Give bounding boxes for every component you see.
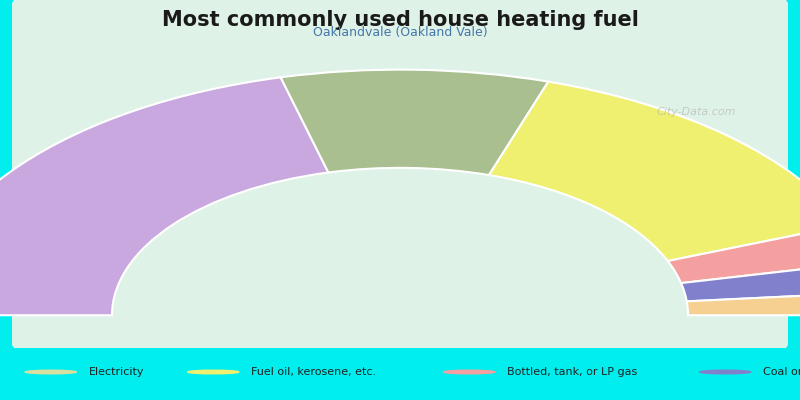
Text: Most commonly used house heating fuel: Most commonly used house heating fuel xyxy=(162,10,638,30)
FancyBboxPatch shape xyxy=(12,0,788,350)
Text: Oaklandvale (Oakland Vale): Oaklandvale (Oakland Vale) xyxy=(313,26,487,39)
Text: City-Data.com: City-Data.com xyxy=(656,107,736,117)
Wedge shape xyxy=(681,262,800,301)
Circle shape xyxy=(25,370,76,374)
Circle shape xyxy=(187,370,238,374)
Text: Coal or coke: Coal or coke xyxy=(763,367,800,377)
Wedge shape xyxy=(0,77,328,315)
Wedge shape xyxy=(489,82,800,261)
Wedge shape xyxy=(686,292,800,315)
Circle shape xyxy=(443,370,494,374)
Wedge shape xyxy=(281,70,548,175)
Text: Bottled, tank, or LP gas: Bottled, tank, or LP gas xyxy=(507,367,637,377)
Wedge shape xyxy=(668,225,800,283)
Text: Fuel oil, kerosene, etc.: Fuel oil, kerosene, etc. xyxy=(250,367,376,377)
Text: Electricity: Electricity xyxy=(88,367,144,377)
Circle shape xyxy=(699,370,751,374)
